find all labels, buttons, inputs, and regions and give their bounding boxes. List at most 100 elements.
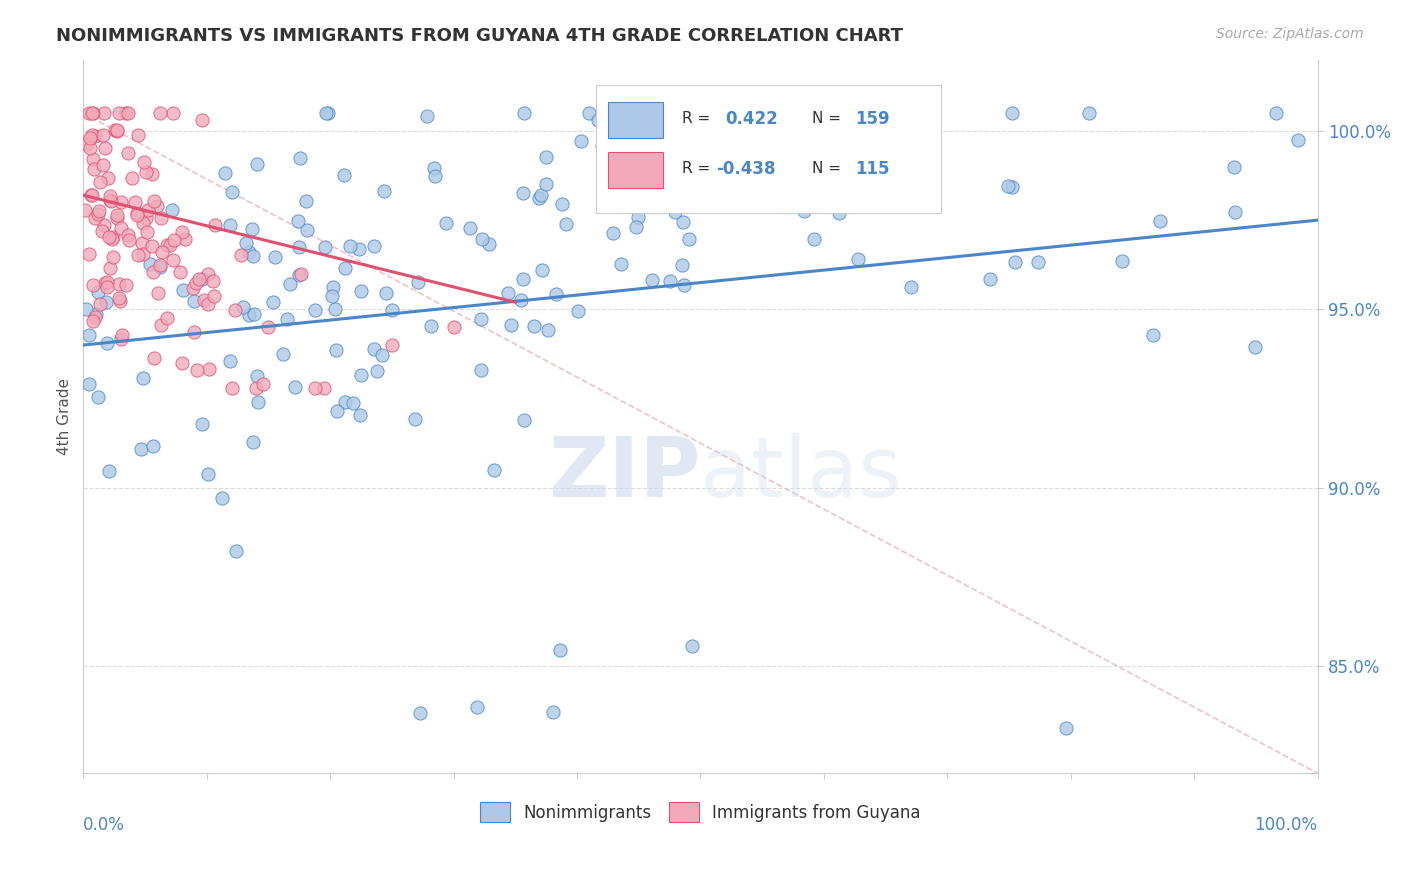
Point bbox=[138, 257, 160, 271]
Text: 100.0%: 100.0% bbox=[1254, 816, 1317, 834]
Point bbox=[110, 194, 132, 209]
Point bbox=[82, 188, 104, 202]
Point bbox=[127, 205, 149, 219]
Point bbox=[197, 297, 219, 311]
Point bbox=[534, 150, 557, 164]
Point bbox=[318, 106, 340, 120]
Point bbox=[127, 128, 149, 142]
Point bbox=[82, 314, 104, 328]
Text: Source: ZipAtlas.com: Source: ZipAtlas.com bbox=[1216, 27, 1364, 41]
Point bbox=[105, 211, 128, 225]
Text: 0.0%: 0.0% bbox=[83, 816, 125, 834]
Point bbox=[105, 122, 128, 136]
Point bbox=[191, 417, 214, 431]
Point bbox=[73, 203, 96, 218]
Point bbox=[325, 343, 347, 357]
Point bbox=[150, 245, 173, 260]
Point bbox=[163, 233, 186, 247]
Point bbox=[156, 238, 179, 252]
Point bbox=[1004, 255, 1026, 269]
Point bbox=[314, 240, 336, 254]
Point bbox=[96, 280, 118, 294]
Point bbox=[181, 281, 204, 295]
Point bbox=[512, 186, 534, 201]
Point bbox=[1001, 179, 1024, 194]
Point bbox=[132, 155, 155, 169]
Point bbox=[91, 128, 114, 143]
Point bbox=[627, 210, 650, 224]
Point bbox=[333, 168, 356, 182]
Point bbox=[404, 412, 426, 426]
Point bbox=[375, 286, 398, 301]
Point bbox=[77, 106, 100, 120]
Point bbox=[654, 120, 676, 135]
Point bbox=[108, 291, 131, 305]
Point bbox=[381, 338, 404, 352]
Point bbox=[1142, 327, 1164, 342]
Point bbox=[1149, 214, 1171, 228]
Point bbox=[149, 258, 172, 272]
Legend: Nonimmigrants, Immigrants from Guyana: Nonimmigrants, Immigrants from Guyana bbox=[474, 796, 927, 829]
Point bbox=[997, 178, 1019, 193]
Point bbox=[245, 381, 267, 395]
Point bbox=[132, 246, 155, 260]
Point bbox=[686, 149, 709, 163]
Point bbox=[98, 193, 121, 207]
Point bbox=[845, 176, 868, 190]
Point bbox=[527, 191, 550, 205]
Point bbox=[141, 438, 163, 452]
Point bbox=[127, 248, 149, 262]
Point bbox=[150, 318, 173, 332]
Point bbox=[513, 413, 536, 427]
Point bbox=[257, 320, 280, 334]
Point bbox=[101, 250, 124, 264]
Point bbox=[315, 106, 337, 120]
Text: N =: N = bbox=[811, 112, 841, 127]
Point bbox=[304, 381, 326, 395]
Point bbox=[322, 280, 344, 294]
Point bbox=[342, 396, 364, 410]
Point bbox=[111, 328, 134, 343]
Point bbox=[246, 157, 269, 171]
Point bbox=[803, 232, 825, 246]
Point bbox=[98, 464, 121, 478]
Point bbox=[1244, 340, 1267, 354]
Point bbox=[423, 161, 446, 175]
Point bbox=[172, 283, 194, 297]
Point bbox=[349, 242, 371, 256]
Point bbox=[162, 106, 184, 120]
Point bbox=[567, 304, 589, 318]
Point bbox=[117, 106, 139, 120]
Text: 0.422: 0.422 bbox=[725, 110, 778, 128]
Point bbox=[110, 220, 132, 235]
Point bbox=[326, 403, 349, 417]
Point bbox=[79, 131, 101, 145]
Point bbox=[80, 128, 103, 143]
Point bbox=[146, 286, 169, 301]
Point bbox=[610, 257, 633, 271]
Point bbox=[131, 371, 153, 385]
Point bbox=[591, 139, 613, 153]
Point bbox=[82, 152, 104, 166]
Point bbox=[1000, 106, 1022, 120]
Point bbox=[117, 227, 139, 242]
Point bbox=[118, 233, 141, 247]
Point bbox=[534, 178, 557, 192]
Point bbox=[366, 364, 388, 378]
Point bbox=[546, 286, 568, 301]
Point bbox=[100, 194, 122, 208]
Point bbox=[232, 300, 254, 314]
Point bbox=[162, 253, 184, 268]
Point bbox=[240, 222, 263, 236]
Point bbox=[84, 310, 107, 324]
Point bbox=[142, 265, 165, 279]
Point bbox=[350, 284, 373, 298]
Text: -0.438: -0.438 bbox=[717, 160, 776, 178]
Point bbox=[295, 222, 318, 236]
Point bbox=[644, 159, 666, 173]
Point bbox=[87, 203, 110, 218]
Point bbox=[156, 310, 179, 325]
Point bbox=[131, 236, 153, 251]
Point bbox=[77, 376, 100, 391]
Point bbox=[135, 225, 157, 239]
